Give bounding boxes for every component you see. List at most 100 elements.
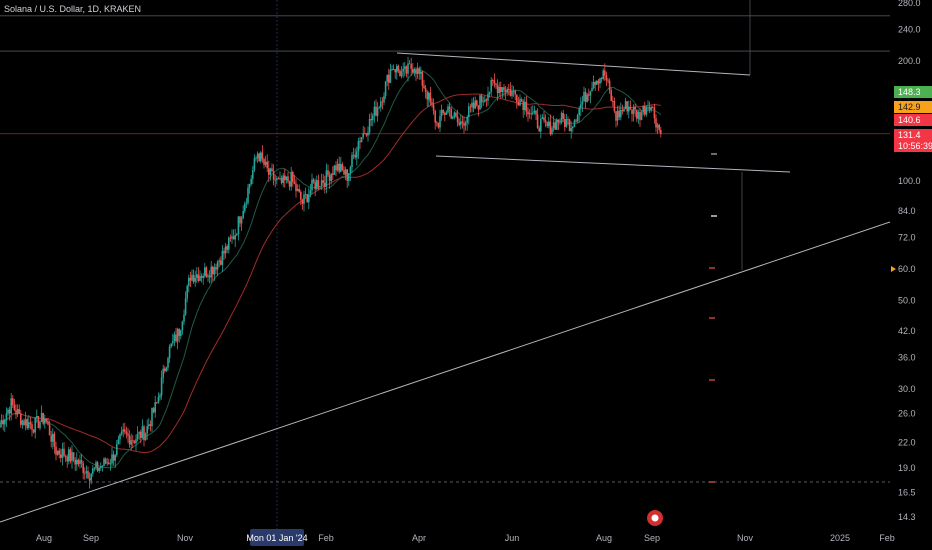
candle xyxy=(460,114,462,130)
candle xyxy=(394,68,396,79)
price-tag-red xyxy=(894,129,932,141)
candle xyxy=(264,156,267,167)
candle xyxy=(151,407,153,432)
candle xyxy=(125,426,128,439)
candle xyxy=(365,133,368,137)
candle xyxy=(133,440,136,444)
candle xyxy=(492,78,494,86)
candle xyxy=(303,190,305,212)
candle xyxy=(8,406,11,421)
candle xyxy=(530,106,532,120)
candle xyxy=(284,168,286,188)
candle xyxy=(114,453,116,468)
candle xyxy=(213,263,216,281)
candle xyxy=(591,81,593,92)
candle xyxy=(172,333,174,347)
candle xyxy=(482,96,484,107)
candle xyxy=(156,402,158,405)
candle xyxy=(21,419,24,429)
candle xyxy=(61,442,64,466)
candle xyxy=(576,113,579,124)
candle xyxy=(247,183,249,205)
candle xyxy=(45,418,48,424)
candle xyxy=(56,450,59,456)
candle xyxy=(157,392,160,404)
candle xyxy=(196,267,198,284)
candle xyxy=(655,114,657,133)
candle xyxy=(346,169,348,188)
candle xyxy=(338,156,340,174)
candle xyxy=(316,175,318,191)
candle xyxy=(381,97,384,110)
long-term-support-trendline[interactable] xyxy=(0,221,891,523)
time-axis[interactable]: Aug Sep Nov Mon 01 Jan '24 Feb Apr Jun Aug Sep No… xyxy=(36,529,895,546)
candle xyxy=(376,102,379,122)
candle xyxy=(463,116,465,134)
candle xyxy=(592,75,595,90)
candle xyxy=(240,216,243,231)
candle xyxy=(399,69,401,77)
x-tick-label: Apr xyxy=(412,533,426,543)
candle xyxy=(432,98,435,115)
candle xyxy=(308,187,310,210)
candle xyxy=(618,105,620,121)
candle xyxy=(320,173,323,190)
candle xyxy=(165,366,168,372)
price-tag-red xyxy=(894,114,932,126)
candle xyxy=(567,116,569,126)
candle xyxy=(77,458,80,467)
candle xyxy=(421,70,424,92)
candle xyxy=(328,171,331,189)
drawings-layer[interactable] xyxy=(0,0,891,530)
candle xyxy=(608,78,611,94)
candle xyxy=(95,460,97,470)
candle xyxy=(586,93,588,103)
candle xyxy=(220,256,222,266)
crosshair-date-badge xyxy=(250,529,304,546)
candle xyxy=(428,91,430,107)
candle xyxy=(4,418,6,433)
y-tick-label: 30.0 xyxy=(898,384,916,394)
candle xyxy=(250,175,252,186)
candle xyxy=(464,120,467,131)
candle xyxy=(600,76,603,83)
candle xyxy=(117,435,120,445)
candle xyxy=(448,102,451,117)
candle xyxy=(76,452,78,471)
price-axis[interactable]: 280.0 240.0 200.0 100.0 84.0 72.0 60.0 50.0 42.0… xyxy=(898,0,921,522)
x-tick-label: 2025 xyxy=(830,533,850,543)
candle xyxy=(364,127,366,135)
candle xyxy=(116,440,118,458)
candle xyxy=(380,96,382,112)
candles-layer xyxy=(0,56,662,489)
candle xyxy=(64,454,67,462)
candle xyxy=(349,165,352,182)
channel-upper-trendline[interactable] xyxy=(396,52,751,76)
candle xyxy=(367,126,369,142)
y-tick-label: 100.0 xyxy=(898,176,921,186)
candle xyxy=(309,183,312,198)
candle xyxy=(412,63,414,74)
candle xyxy=(333,164,336,175)
candle xyxy=(490,77,492,97)
candle xyxy=(498,82,500,97)
candle xyxy=(415,67,417,81)
candle xyxy=(604,63,606,81)
x-tick-label: Jun xyxy=(505,533,520,543)
candle xyxy=(40,405,43,422)
candle xyxy=(178,328,180,343)
channel-lower-trendline[interactable] xyxy=(435,155,791,173)
candle xyxy=(199,270,201,282)
y-tick-label: 16.5 xyxy=(898,487,916,497)
candle xyxy=(234,228,236,248)
y-tick-label: 26.0 xyxy=(898,409,916,419)
candle xyxy=(332,166,334,180)
candle xyxy=(255,156,257,162)
candle xyxy=(420,66,422,80)
candle xyxy=(351,152,353,173)
candle xyxy=(434,109,436,130)
candle xyxy=(138,431,140,440)
candle xyxy=(372,113,374,127)
alert-arrow-icon[interactable] xyxy=(891,266,896,272)
